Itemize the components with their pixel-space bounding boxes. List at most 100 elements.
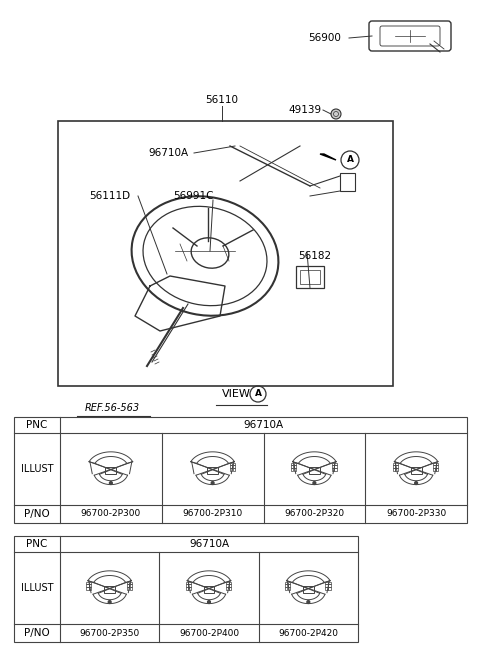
Bar bbox=[433, 468, 436, 470]
Bar bbox=[104, 586, 115, 594]
Bar bbox=[188, 587, 191, 590]
Text: 56110: 56110 bbox=[205, 95, 239, 105]
Bar bbox=[294, 462, 296, 465]
Bar bbox=[291, 462, 293, 465]
Bar bbox=[436, 466, 438, 468]
Bar bbox=[325, 587, 328, 590]
Text: ILLUST: ILLUST bbox=[21, 464, 53, 474]
Circle shape bbox=[211, 482, 214, 484]
Bar bbox=[334, 468, 336, 470]
Bar bbox=[86, 584, 89, 587]
Text: 96700-2P350: 96700-2P350 bbox=[80, 628, 140, 638]
Bar bbox=[334, 462, 336, 465]
Text: 96700-2P400: 96700-2P400 bbox=[179, 628, 239, 638]
Text: 96710A: 96710A bbox=[189, 539, 229, 549]
Bar bbox=[288, 582, 290, 584]
Circle shape bbox=[109, 482, 112, 484]
Bar bbox=[230, 466, 232, 468]
Text: ILLUST: ILLUST bbox=[21, 583, 53, 593]
Bar bbox=[89, 587, 91, 590]
Bar bbox=[285, 584, 287, 587]
Bar bbox=[230, 462, 232, 465]
Bar bbox=[309, 466, 320, 474]
Bar bbox=[340, 173, 355, 191]
Bar bbox=[232, 468, 235, 470]
Text: VIEW: VIEW bbox=[222, 389, 251, 399]
Text: P/NO: P/NO bbox=[24, 628, 50, 638]
Circle shape bbox=[313, 482, 316, 484]
Bar bbox=[288, 587, 290, 590]
Text: A: A bbox=[347, 155, 353, 165]
Bar bbox=[436, 462, 438, 465]
Bar bbox=[130, 584, 132, 587]
Text: 96710A: 96710A bbox=[243, 420, 284, 430]
Bar bbox=[296, 266, 324, 288]
Bar bbox=[186, 587, 188, 590]
Bar bbox=[291, 466, 293, 468]
Text: PNC: PNC bbox=[26, 539, 48, 549]
Bar bbox=[334, 466, 336, 468]
Bar bbox=[291, 468, 293, 470]
Bar bbox=[226, 584, 228, 587]
Bar bbox=[207, 466, 218, 474]
Circle shape bbox=[307, 601, 310, 604]
Bar bbox=[303, 586, 314, 594]
Text: 56900: 56900 bbox=[309, 33, 341, 43]
Bar bbox=[89, 582, 91, 584]
Bar bbox=[285, 587, 287, 590]
Text: 56111D: 56111D bbox=[89, 191, 131, 201]
Text: 96700-2P330: 96700-2P330 bbox=[386, 510, 446, 518]
Bar bbox=[294, 468, 296, 470]
Bar bbox=[288, 584, 290, 587]
Bar bbox=[393, 468, 395, 470]
Bar bbox=[130, 587, 132, 590]
Bar bbox=[396, 468, 398, 470]
Bar bbox=[332, 468, 334, 470]
Polygon shape bbox=[320, 154, 336, 160]
Bar bbox=[230, 468, 232, 470]
Bar bbox=[396, 462, 398, 465]
Bar bbox=[86, 582, 89, 584]
Bar bbox=[226, 587, 228, 590]
Bar bbox=[328, 584, 331, 587]
Circle shape bbox=[331, 109, 341, 119]
Bar bbox=[332, 462, 334, 465]
Bar bbox=[186, 582, 188, 584]
Text: 96700-2P300: 96700-2P300 bbox=[81, 510, 141, 518]
Bar bbox=[14, 417, 467, 523]
Text: REF.56-563: REF.56-563 bbox=[84, 403, 140, 413]
Bar bbox=[89, 584, 91, 587]
Bar bbox=[433, 466, 436, 468]
Text: 96710A: 96710A bbox=[148, 148, 188, 158]
Bar bbox=[393, 462, 395, 465]
Bar bbox=[229, 584, 231, 587]
Circle shape bbox=[207, 601, 210, 604]
Bar bbox=[411, 466, 421, 474]
Bar bbox=[14, 536, 358, 642]
Circle shape bbox=[108, 601, 111, 604]
Bar bbox=[186, 584, 188, 587]
Bar bbox=[188, 584, 191, 587]
Bar bbox=[204, 586, 215, 594]
Bar bbox=[130, 582, 132, 584]
Text: 96700-2P310: 96700-2P310 bbox=[182, 510, 243, 518]
Text: P/NO: P/NO bbox=[24, 509, 50, 519]
Bar bbox=[396, 466, 398, 468]
Bar bbox=[232, 462, 235, 465]
Text: 56182: 56182 bbox=[299, 251, 332, 261]
Bar bbox=[229, 582, 231, 584]
Bar bbox=[86, 587, 89, 590]
Bar bbox=[436, 468, 438, 470]
Bar bbox=[393, 466, 395, 468]
Text: 49139: 49139 bbox=[288, 105, 322, 115]
Bar bbox=[232, 466, 235, 468]
Bar bbox=[106, 466, 116, 474]
Bar bbox=[294, 466, 296, 468]
Text: 56991C: 56991C bbox=[173, 191, 213, 201]
Bar bbox=[332, 466, 334, 468]
Bar bbox=[328, 582, 331, 584]
Text: PNC: PNC bbox=[26, 420, 48, 430]
Text: 96700-2P420: 96700-2P420 bbox=[278, 628, 338, 638]
Bar bbox=[226, 582, 228, 584]
Bar bbox=[285, 582, 287, 584]
